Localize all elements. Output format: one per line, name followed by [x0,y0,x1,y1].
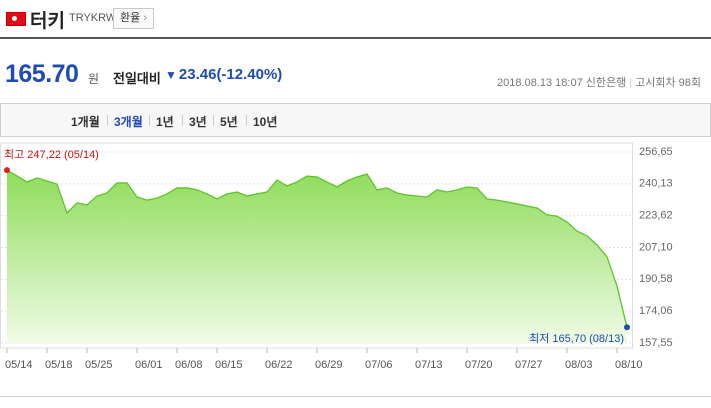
tab-separator [182,115,183,126]
x-tick-label: 05/14 [5,359,33,371]
area [7,170,627,343]
high-label: 최고 247,22 (05/14) [4,148,99,161]
y-tick-label: 157,55 [639,337,673,349]
bank: 신한은행 [585,77,627,89]
x-tick-label: 06/15 [215,359,243,371]
flag-icon [6,12,26,26]
change-pct: (-12.40%) [216,66,283,83]
date: 2018.08.13 18:07 [497,77,583,89]
chart: 157,55 174,06 190,58 207,10 223,62 240,13 256,… [0,142,673,371]
x-tick-label: 06/22 [265,359,293,371]
y-tick-label: 256,65 [639,146,673,158]
x-tick-label: 08/03 [565,359,593,371]
x-tick-label: 08/10 [615,359,643,371]
separator: | [629,77,633,89]
y-tick-label: 190,58 [639,273,673,285]
round: 고시회차 98회 [635,77,701,89]
y-tick-label: 174,06 [639,305,673,317]
x-tick-label: 07/27 [515,359,543,371]
x-tick-label: 05/18 [45,359,73,371]
divider [0,37,711,39]
tab-separator [213,115,214,126]
low-marker [624,324,630,331]
period-tab[interactable]: 1년 [156,115,174,129]
y-tick-label: 240,13 [639,178,673,190]
high-marker [4,167,10,174]
period-tab[interactable]: 3개월 [114,115,143,129]
period-tab[interactable]: 3년 [189,115,207,129]
down-icon: ▼ [165,68,177,82]
tab-separator [107,115,108,126]
change-label: 전일대비 [113,71,161,86]
change: ▼ 23.46(-12.40%) [165,66,282,83]
rate-button[interactable]: 환율 › [113,8,154,29]
y-tick-label: 207,10 [639,241,673,253]
x-tick-label: 07/06 [365,359,393,371]
divider [0,396,711,397]
y-tick-label: 223,62 [639,210,673,222]
tab-separator [149,115,150,126]
x-tick-label: 06/29 [315,359,343,371]
change-value: 23.46 [178,66,217,83]
period-tabs: 1개월 3개월 1년 3년 5년 10년 [0,103,711,137]
price-unit: 원 [88,72,100,86]
currency-code: TRYKRW [69,12,117,24]
x-tick-label: 07/20 [465,359,493,371]
arrow-icon: › [143,12,147,24]
line [6,169,628,328]
tab-separator [246,115,247,126]
title: 터키 [30,11,65,32]
price: 165.70 [5,60,79,88]
period-tab[interactable]: 10년 [253,115,278,129]
low-label: 최저 165,70 (08/13) [529,332,624,345]
meta: 2018.08.13 18:07 신한은행 | 고시회차 98회 [497,74,701,90]
x-tick-label: 07/13 [415,359,443,371]
period-tab[interactable]: 1개월 [71,115,100,129]
x-tick-label: 05/25 [85,359,113,371]
x-tick-label: 06/01 [135,359,163,371]
x-tick-label: 06/08 [175,359,203,371]
period-tab[interactable]: 5년 [220,115,238,129]
button-label: 환율 [120,12,141,24]
